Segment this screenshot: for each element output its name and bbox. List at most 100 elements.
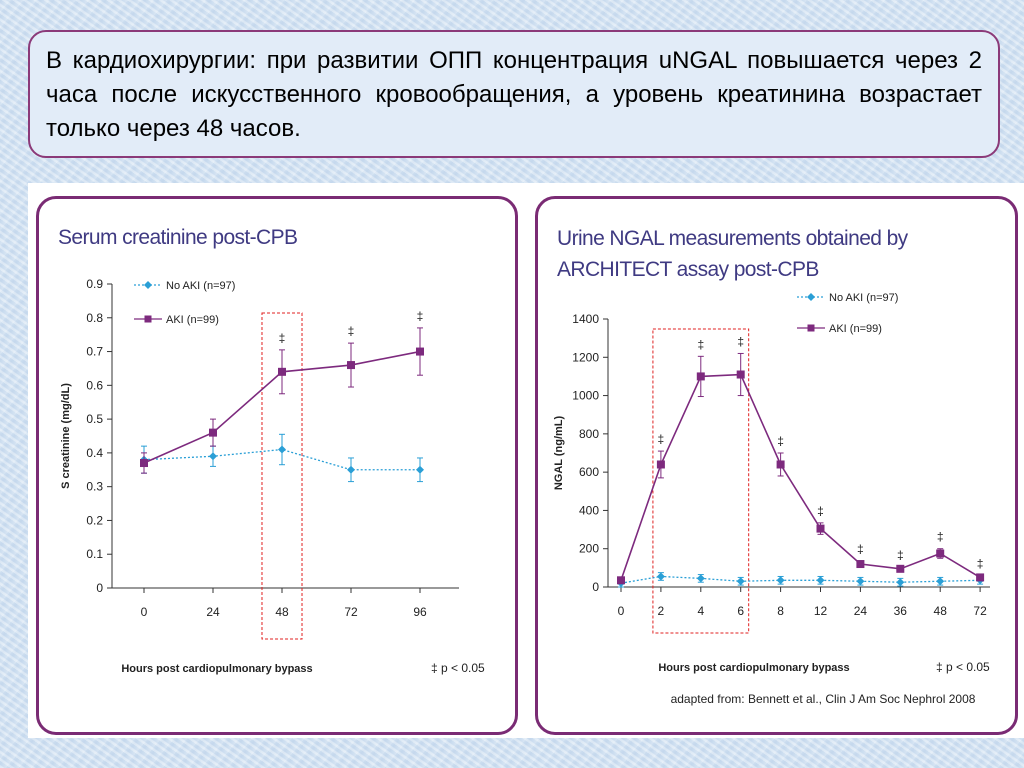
creatinine-legend-label: AKI (n=99) xyxy=(166,314,219,326)
creatinine-y-tick-label: 0.2 xyxy=(86,513,103,527)
ngal-point-no-aki xyxy=(816,576,825,585)
ngal-chart-panel: Urine NGAL measurements obtained by ARCH… xyxy=(535,196,1018,735)
ngal-x-tick-label: 12 xyxy=(814,604,828,618)
ngal-x-tick-label: 24 xyxy=(854,604,868,618)
creatinine-significance-mark: ‡ xyxy=(417,309,424,323)
ngal-significance-mark: ‡ xyxy=(817,504,824,518)
ngal-x-tick-label: 6 xyxy=(737,604,744,618)
ngal-source-note: adapted from: Bennett et al., Clin J Am … xyxy=(671,692,976,706)
creatinine-point-aki xyxy=(209,428,217,437)
ngal-y-tick-label: 600 xyxy=(579,465,599,479)
ngal-y-tick-label: 1000 xyxy=(572,389,599,403)
creatinine-chart: 0 0.1 0.2 0.3 0.4 0.5 0.6 0.7 0.8 0.9 0 24 48 72 96 S c… xyxy=(60,277,485,675)
figure-area: Serum creatinine post-CPB 0 0.1 0.2 0.3 0.4 0… xyxy=(28,183,1024,738)
creatinine-x-axis-label: Hours post cardiopulmonary bypass xyxy=(121,663,312,675)
ngal-significance-mark: ‡ xyxy=(697,337,704,351)
ngal-point-no-aki xyxy=(776,576,785,585)
ngal-x-axis-label: Hours post cardiopulmonary bypass xyxy=(658,662,849,674)
creatinine-y-tick-label: 0.7 xyxy=(86,345,103,359)
ngal-y-tick-label: 400 xyxy=(579,503,599,517)
creatinine-point-aki xyxy=(347,361,355,370)
ngal-point-aki xyxy=(896,564,905,573)
creatinine-x-tick-label: 48 xyxy=(275,605,289,619)
ngal-chart-title-line-1: Urine NGAL measurements obtained by xyxy=(557,227,908,250)
creatinine-y-tick-label: 0.3 xyxy=(86,480,103,494)
creatinine-point-no-aki xyxy=(416,465,424,474)
creatinine-y-tick-label: 0.4 xyxy=(86,446,103,460)
creatinine-y-tick-label: 0.5 xyxy=(86,412,103,426)
ngal-point-no-aki xyxy=(856,577,865,586)
creatinine-legend-marker-aki xyxy=(144,315,152,323)
creatinine-chart-title: Serum creatinine post-CPB xyxy=(58,226,298,249)
ngal-significance-mark: ‡ xyxy=(777,434,784,448)
ngal-legend-label: No AKI (n=97) xyxy=(829,292,898,304)
ngal-significance-mark: ‡ xyxy=(937,530,944,544)
creatinine-legend-label: No AKI (n=97) xyxy=(166,280,235,292)
creatinine-point-aki xyxy=(416,347,424,356)
caption-text: В кардиохирургии: при развитии ОПП конце… xyxy=(46,47,982,142)
ngal-point-aki xyxy=(696,372,705,381)
creatinine-legend-marker-no-aki xyxy=(144,281,152,289)
ngal-chart-title-line-2: ARCHITECT assay post-CPB xyxy=(557,258,819,281)
ngal-x-tick-label: 8 xyxy=(777,604,784,618)
creatinine-significance-mark: ‡ xyxy=(279,331,286,345)
creatinine-y-tick-label: 0.6 xyxy=(86,378,103,392)
ngal-y-tick-label: 200 xyxy=(579,542,599,556)
ngal-y-tick-label: 1200 xyxy=(572,350,599,364)
ngal-series-line-aki xyxy=(620,373,981,581)
ngal-x-tick-label: 48 xyxy=(934,604,948,618)
creatinine-y-tick-label: 0.8 xyxy=(86,311,103,325)
ngal-point-aki xyxy=(976,573,985,582)
ngal-footnote: ‡ p < 0.05 xyxy=(936,660,990,674)
ngal-point-no-aki xyxy=(936,577,945,586)
creatinine-x-tick-label: 96 xyxy=(413,605,427,619)
ngal-significance-mark: ‡ xyxy=(737,334,744,348)
ngal-point-no-aki xyxy=(656,572,665,581)
ngal-legend-marker-aki xyxy=(807,324,815,332)
creatinine-significance-mark: ‡ xyxy=(348,324,355,338)
ngal-x-tick-label: 2 xyxy=(658,604,665,618)
ngal-point-no-aki xyxy=(696,574,705,583)
creatinine-chart-panel: Serum creatinine post-CPB 0 0.1 0.2 0.3 0.4 0… xyxy=(36,196,518,735)
ngal-point-aki xyxy=(936,549,945,558)
creatinine-y-tick-label: 0.9 xyxy=(86,277,103,291)
ngal-x-tick-label: 4 xyxy=(697,604,704,618)
creatinine-y-tick-label: 0.1 xyxy=(86,547,103,561)
ngal-highlight-box xyxy=(652,328,750,634)
creatinine-point-aki xyxy=(140,459,148,468)
ngal-legend-marker-no-aki xyxy=(807,293,815,301)
creatinine-x-tick-label: 24 xyxy=(206,605,220,619)
ngal-point-aki xyxy=(776,460,785,469)
creatinine-y-tick-label: 0 xyxy=(96,581,103,595)
ngal-series-line-no-aki xyxy=(620,575,981,584)
creatinine-y-axis-label: S creatinine (mg/dL) xyxy=(60,383,72,489)
ngal-x-tick-label: 36 xyxy=(894,604,908,618)
ngal-x-tick-label: 72 xyxy=(973,604,987,618)
ngal-y-axis-label: NGAL (ng/mL) xyxy=(553,415,565,490)
ngal-point-no-aki xyxy=(896,578,905,587)
creatinine-x-tick-label: 0 xyxy=(141,605,148,619)
ngal-point-aki xyxy=(736,370,745,379)
ngal-significance-mark: ‡ xyxy=(658,432,665,446)
ngal-y-tick-label: 1400 xyxy=(572,312,599,326)
creatinine-point-no-aki xyxy=(278,445,286,454)
ngal-y-tick-label: 0 xyxy=(592,580,599,594)
ngal-significance-mark: ‡ xyxy=(977,557,984,571)
creatinine-point-no-aki xyxy=(347,465,355,474)
ngal-point-aki xyxy=(856,560,865,569)
ngal-point-aki xyxy=(617,576,625,585)
ngal-significance-mark: ‡ xyxy=(857,542,864,556)
creatinine-point-aki xyxy=(278,367,286,376)
creatinine-footnote: ‡ p < 0.05 xyxy=(431,661,485,675)
ngal-point-no-aki xyxy=(736,577,745,586)
ngal-y-tick-label: 800 xyxy=(579,427,599,441)
ngal-legend-label: AKI (n=99) xyxy=(829,323,882,335)
caption-box: В кардиохирургии: при развитии ОПП конце… xyxy=(28,30,1000,158)
ngal-point-aki xyxy=(656,460,665,469)
creatinine-series-line-no-aki xyxy=(143,448,420,471)
creatinine-x-tick-label: 72 xyxy=(344,605,358,619)
ngal-point-aki xyxy=(816,524,825,533)
creatinine-point-no-aki xyxy=(209,452,217,461)
ngal-significance-mark: ‡ xyxy=(897,548,904,562)
